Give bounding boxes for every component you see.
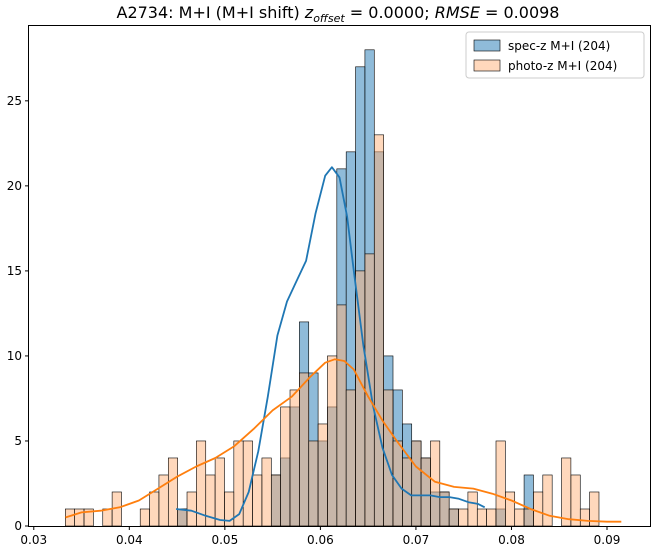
x-tick-label-6: 0.09: [594, 533, 621, 547]
axes-layer: 0.03 0.04 0.05 0.06 0.07 0.08 0.09 0 5 10 15 20 25: [7, 94, 621, 547]
bar-s1-b53: [561, 457, 572, 527]
legend-label-0: spec-z M+I (204): [508, 39, 610, 53]
bar-s1-b30: [345, 389, 356, 527]
x-tick-label-4: 0.07: [403, 533, 430, 547]
legend-swatch-0: [473, 39, 501, 52]
bar-s1-b50: [533, 491, 544, 527]
bar-s1-b42: [458, 508, 469, 527]
bar-s1-b18: [233, 440, 244, 527]
bar-s1-b23: [280, 406, 291, 527]
bar-s1-b41: [448, 508, 459, 527]
legend-box: [465, 31, 645, 79]
bar-s1-b21: [261, 457, 272, 527]
bars-layer: [65, 49, 600, 527]
y-tick-label-4: 20: [7, 179, 22, 193]
bar-s1-b27: [317, 423, 328, 527]
legend-label-1: photo-z M+I (204): [508, 59, 617, 73]
x-tick-label-2: 0.05: [211, 533, 238, 547]
bar-s1-b24: [289, 389, 300, 527]
chart-title: A2734: M+I (M+I shift) zoffset = 0.0000;…: [117, 3, 560, 25]
bar-s1-b43: [467, 491, 478, 527]
bar-s1-b55: [579, 508, 590, 527]
bar-s1-b12: [177, 508, 188, 527]
bar-s1-b31: [355, 270, 366, 527]
kde-line-1: [65, 358, 622, 523]
bar-s1-b13: [186, 491, 197, 527]
bar-s1-b8: [139, 508, 150, 527]
kde-layer: [65, 166, 622, 523]
bar-s1-b26: [308, 440, 319, 527]
bar-s1-b38: [420, 457, 431, 527]
bar-s1-b16: [214, 457, 225, 527]
bar-s1-b44: [476, 508, 487, 527]
y-tick-label-0: 0: [14, 519, 22, 533]
bar-s1-b54: [570, 474, 581, 527]
bar-s1-b20: [252, 474, 263, 527]
bar-s1-b46: [495, 440, 506, 527]
y-tick-label-1: 5: [14, 434, 22, 448]
bar-s1-b48: [514, 508, 525, 527]
x-tick-label-1: 0.04: [116, 533, 143, 547]
bar-s1-b45: [486, 508, 497, 527]
kde-line-0: [176, 166, 486, 522]
bar-s1-b25: [299, 372, 310, 527]
bar-s1-b34: [383, 389, 394, 527]
bar-s1-b4: [102, 508, 113, 527]
y-tick-label-2: 10: [7, 349, 22, 363]
x-tick-label-5: 0.08: [498, 533, 525, 547]
legend-swatch-1: [473, 59, 501, 72]
bar-s1-b11: [167, 457, 178, 527]
bar-s1-b22: [270, 474, 281, 527]
bar-s1-b28: [327, 355, 338, 527]
bar-s1-b47: [505, 491, 516, 527]
bar-s1-b9: [149, 491, 160, 527]
y-tick-label-5: 25: [7, 94, 22, 108]
bar-s1-b29: [336, 304, 347, 527]
bar-s1-b49: [523, 508, 534, 527]
y-tick-label-3: 15: [7, 264, 22, 278]
bar-s1-b37: [411, 440, 422, 527]
bar-s1-b33: [373, 134, 384, 527]
x-tick-label-3: 0.06: [307, 533, 334, 547]
legend: spec-z M+I (204) photo-z M+I (204): [465, 31, 645, 79]
x-tick-label-0: 0.03: [20, 533, 47, 547]
bar-s1-b51: [542, 474, 553, 527]
